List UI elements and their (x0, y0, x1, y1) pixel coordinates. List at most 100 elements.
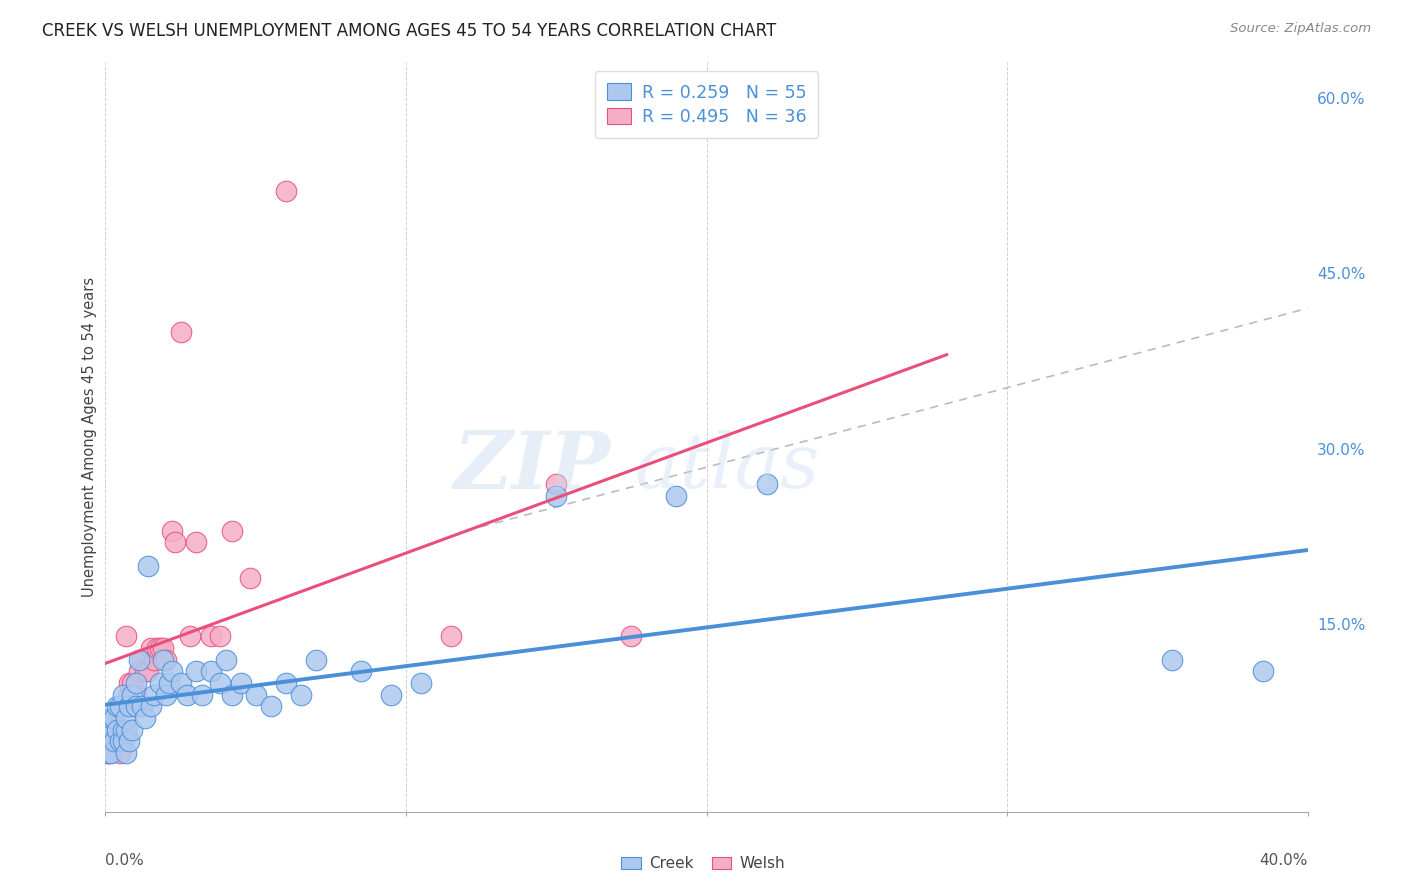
Point (179, 629, 201, 643)
Point (190, 688, 212, 702)
Point (118, 734, 141, 748)
Point (103, 734, 125, 748)
Point (160, 664, 183, 679)
Text: CREEK VS WELSH UNEMPLOYMENT AMONG AGES 45 TO 54 YEARS CORRELATION CHART: CREEK VS WELSH UNEMPLOYMENT AMONG AGES 4… (42, 22, 776, 40)
Point (163, 535, 186, 549)
Point (134, 711, 156, 725)
Point (440, 629, 463, 643)
Legend: R = 0.259   N = 55, R = 0.495   N = 36: R = 0.259 N = 55, R = 0.495 N = 36 (595, 71, 818, 138)
Point (546, 489, 568, 503)
Point (409, 676, 432, 690)
Text: ZIP: ZIP (454, 428, 610, 506)
Point (546, 476, 568, 491)
Point (157, 676, 180, 690)
Point (152, 652, 174, 666)
Point (110, 699, 132, 714)
Point (208, 676, 231, 690)
Point (124, 676, 146, 690)
Point (380, 688, 402, 702)
Point (305, 652, 328, 666)
Point (136, 664, 159, 679)
Point (112, 734, 135, 748)
Point (200, 629, 222, 643)
Point (139, 640, 162, 655)
Point (136, 558, 159, 573)
Point (112, 688, 135, 702)
Point (100, 734, 122, 748)
Point (274, 184, 297, 198)
Point (229, 676, 252, 690)
Point (110, 746, 132, 760)
Point (139, 699, 162, 714)
Point (112, 723, 135, 737)
Point (97, 746, 120, 760)
Point (121, 723, 143, 737)
Y-axis label: Unemployment Among Ages 45 to 54 years: Unemployment Among Ages 45 to 54 years (82, 277, 97, 597)
Point (107, 723, 129, 737)
Point (148, 676, 170, 690)
Point (160, 524, 183, 538)
Point (121, 676, 143, 690)
Point (115, 629, 138, 643)
Point (128, 664, 150, 679)
Point (97, 746, 120, 760)
Point (118, 676, 141, 690)
Point (184, 535, 207, 549)
Point (103, 711, 125, 725)
Point (221, 688, 243, 702)
Point (142, 652, 165, 666)
Point (121, 688, 143, 702)
Point (245, 688, 267, 702)
Point (1161, 652, 1184, 666)
Point (274, 676, 297, 690)
Point (155, 688, 177, 702)
Point (107, 723, 129, 737)
Point (115, 723, 138, 737)
Point (131, 652, 153, 666)
Point (131, 699, 153, 714)
Point (112, 699, 135, 714)
Point (100, 746, 122, 760)
Point (118, 688, 141, 702)
Point (107, 699, 129, 714)
Point (103, 711, 125, 725)
Point (350, 664, 373, 679)
Point (755, 476, 778, 491)
Point (221, 524, 243, 538)
Point (124, 688, 146, 702)
Legend: Creek, Welsh: Creek, Welsh (616, 850, 790, 877)
Point (115, 711, 138, 725)
Point (145, 640, 167, 655)
Point (148, 640, 170, 655)
Point (665, 489, 688, 503)
Point (169, 676, 191, 690)
Point (97, 723, 120, 737)
Text: atlas: atlas (634, 430, 820, 504)
Text: 40.0%: 40.0% (1260, 853, 1308, 868)
Point (290, 688, 312, 702)
Point (260, 699, 283, 714)
Point (103, 734, 125, 748)
Point (184, 664, 207, 679)
Text: 0.0%: 0.0% (105, 853, 145, 868)
Point (124, 699, 146, 714)
Point (176, 688, 198, 702)
Point (110, 723, 132, 737)
Point (1251, 664, 1274, 679)
Point (142, 688, 165, 702)
Point (169, 325, 191, 339)
Point (110, 734, 132, 748)
Text: Source: ZipAtlas.com: Source: ZipAtlas.com (1230, 22, 1371, 36)
Point (152, 640, 174, 655)
Point (134, 664, 156, 679)
Point (620, 629, 643, 643)
Point (155, 652, 177, 666)
Point (214, 652, 236, 666)
Point (100, 711, 122, 725)
Point (239, 571, 262, 585)
Point (128, 652, 150, 666)
Point (200, 664, 222, 679)
Point (208, 629, 231, 643)
Point (118, 699, 141, 714)
Point (115, 746, 138, 760)
